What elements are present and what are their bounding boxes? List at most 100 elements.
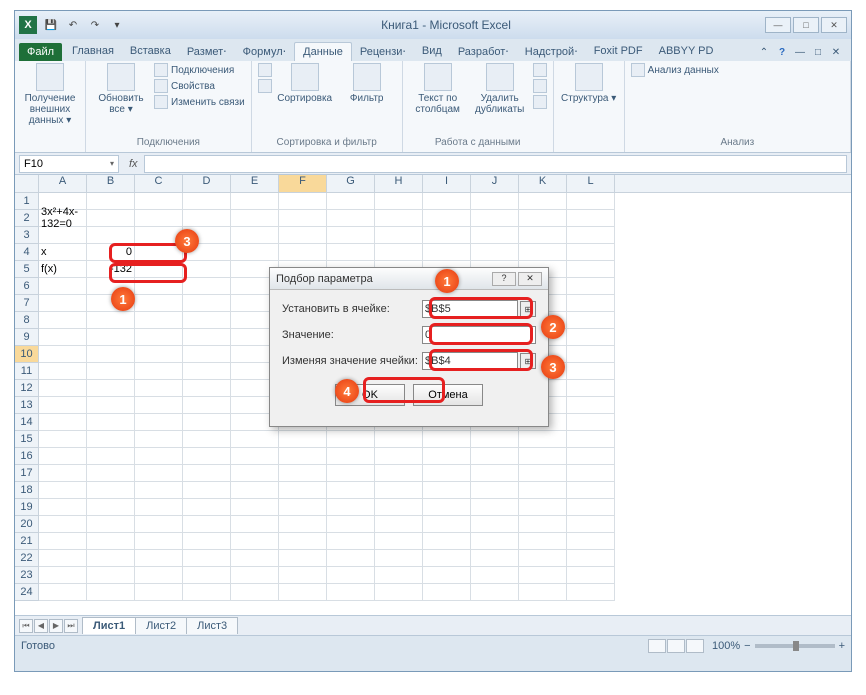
cell-A22[interactable]	[39, 550, 87, 567]
cell-B18[interactable]	[87, 482, 135, 499]
cell-A12[interactable]	[39, 380, 87, 397]
cell-E22[interactable]	[231, 550, 279, 567]
cell-E15[interactable]	[231, 431, 279, 448]
cell-C7[interactable]	[135, 295, 183, 312]
cell-L10[interactable]	[567, 346, 615, 363]
cell-C9[interactable]	[135, 329, 183, 346]
cell-B20[interactable]	[87, 516, 135, 533]
cell-L4[interactable]	[567, 244, 615, 261]
cell-E1[interactable]	[231, 193, 279, 210]
cell-C15[interactable]	[135, 431, 183, 448]
cell-A11[interactable]	[39, 363, 87, 380]
to-value-input[interactable]: 0	[422, 326, 536, 344]
save-icon[interactable]: 💾	[41, 15, 61, 35]
cell-J18[interactable]	[471, 482, 519, 499]
doc-minimize-icon[interactable]: —	[793, 47, 807, 61]
cell-I24[interactable]	[423, 584, 471, 601]
cell-B21[interactable]	[87, 533, 135, 550]
cell-C2[interactable]	[135, 210, 183, 227]
cell-I16[interactable]	[423, 448, 471, 465]
cell-J20[interactable]	[471, 516, 519, 533]
cell-A5[interactable]: f(x)	[39, 261, 87, 278]
col-header-C[interactable]: C	[135, 175, 183, 192]
cell-B6[interactable]	[87, 278, 135, 295]
cell-G21[interactable]	[327, 533, 375, 550]
col-header-B[interactable]: B	[87, 175, 135, 192]
cell-K21[interactable]	[519, 533, 567, 550]
cell-F17[interactable]	[279, 465, 327, 482]
cell-H23[interactable]	[375, 567, 423, 584]
cell-A17[interactable]	[39, 465, 87, 482]
tab-10[interactable]: ABBYY PD	[651, 42, 722, 61]
cell-K18[interactable]	[519, 482, 567, 499]
cell-G23[interactable]	[327, 567, 375, 584]
cell-H21[interactable]	[375, 533, 423, 550]
close-button[interactable]: ✕	[821, 17, 847, 33]
row-header-1[interactable]: 1	[15, 193, 39, 210]
qat-dropdown-icon[interactable]: ▾	[107, 15, 127, 35]
cell-F24[interactable]	[279, 584, 327, 601]
set-cell-ref-icon[interactable]: ⊞	[520, 301, 536, 317]
tab-0[interactable]: Главная	[64, 42, 122, 61]
cell-H4[interactable]	[375, 244, 423, 261]
sheet-nav-next[interactable]: ▶	[49, 619, 63, 633]
cell-E20[interactable]	[231, 516, 279, 533]
row-header-15[interactable]: 15	[15, 431, 39, 448]
get-external-data-button[interactable]: Получение внешних данных ▾	[21, 63, 79, 126]
cell-D23[interactable]	[183, 567, 231, 584]
col-header-J[interactable]: J	[471, 175, 519, 192]
cell-K16[interactable]	[519, 448, 567, 465]
cell-F22[interactable]	[279, 550, 327, 567]
cell-B4[interactable]: 0	[87, 244, 135, 261]
row-header-8[interactable]: 8	[15, 312, 39, 329]
zoom-slider[interactable]	[755, 644, 835, 648]
cell-B15[interactable]	[87, 431, 135, 448]
cell-C23[interactable]	[135, 567, 183, 584]
dialog-help-button[interactable]: ?	[492, 272, 516, 286]
cell-A16[interactable]	[39, 448, 87, 465]
cell-C10[interactable]	[135, 346, 183, 363]
cell-I23[interactable]	[423, 567, 471, 584]
cell-D4[interactable]	[183, 244, 231, 261]
tab-7[interactable]: Разработ⋅	[450, 42, 517, 61]
cell-D15[interactable]	[183, 431, 231, 448]
tab-9[interactable]: Foxit PDF	[586, 42, 651, 61]
name-box[interactable]: F10▾	[19, 155, 119, 173]
cell-A4[interactable]: x	[39, 244, 87, 261]
cell-B3[interactable]	[87, 227, 135, 244]
cell-J15[interactable]	[471, 431, 519, 448]
cell-C16[interactable]	[135, 448, 183, 465]
cell-D24[interactable]	[183, 584, 231, 601]
cell-D18[interactable]	[183, 482, 231, 499]
remove-duplicates-button[interactable]: Удалить дубликаты	[471, 63, 529, 115]
sort-az-button[interactable]	[258, 63, 272, 77]
col-header-F[interactable]: F	[279, 175, 327, 192]
cell-G2[interactable]	[327, 210, 375, 227]
cell-C21[interactable]	[135, 533, 183, 550]
cell-L19[interactable]	[567, 499, 615, 516]
row-header-4[interactable]: 4	[15, 244, 39, 261]
cell-J19[interactable]	[471, 499, 519, 516]
cell-I19[interactable]	[423, 499, 471, 516]
cell-C11[interactable]	[135, 363, 183, 380]
cell-E3[interactable]	[231, 227, 279, 244]
cell-K4[interactable]	[519, 244, 567, 261]
cell-B12[interactable]	[87, 380, 135, 397]
cell-A15[interactable]	[39, 431, 87, 448]
cell-D2[interactable]	[183, 210, 231, 227]
cell-A20[interactable]	[39, 516, 87, 533]
cell-H2[interactable]	[375, 210, 423, 227]
cell-H15[interactable]	[375, 431, 423, 448]
cell-F1[interactable]	[279, 193, 327, 210]
cell-H19[interactable]	[375, 499, 423, 516]
cell-J2[interactable]	[471, 210, 519, 227]
help-icon[interactable]: ?	[775, 47, 789, 61]
outline-button[interactable]: Структура ▾	[560, 63, 618, 104]
cell-L8[interactable]	[567, 312, 615, 329]
ok-button[interactable]: OK	[335, 384, 405, 406]
tab-4[interactable]: Данные	[294, 42, 352, 61]
row-header-16[interactable]: 16	[15, 448, 39, 465]
cell-D16[interactable]	[183, 448, 231, 465]
cell-I18[interactable]	[423, 482, 471, 499]
cell-K3[interactable]	[519, 227, 567, 244]
